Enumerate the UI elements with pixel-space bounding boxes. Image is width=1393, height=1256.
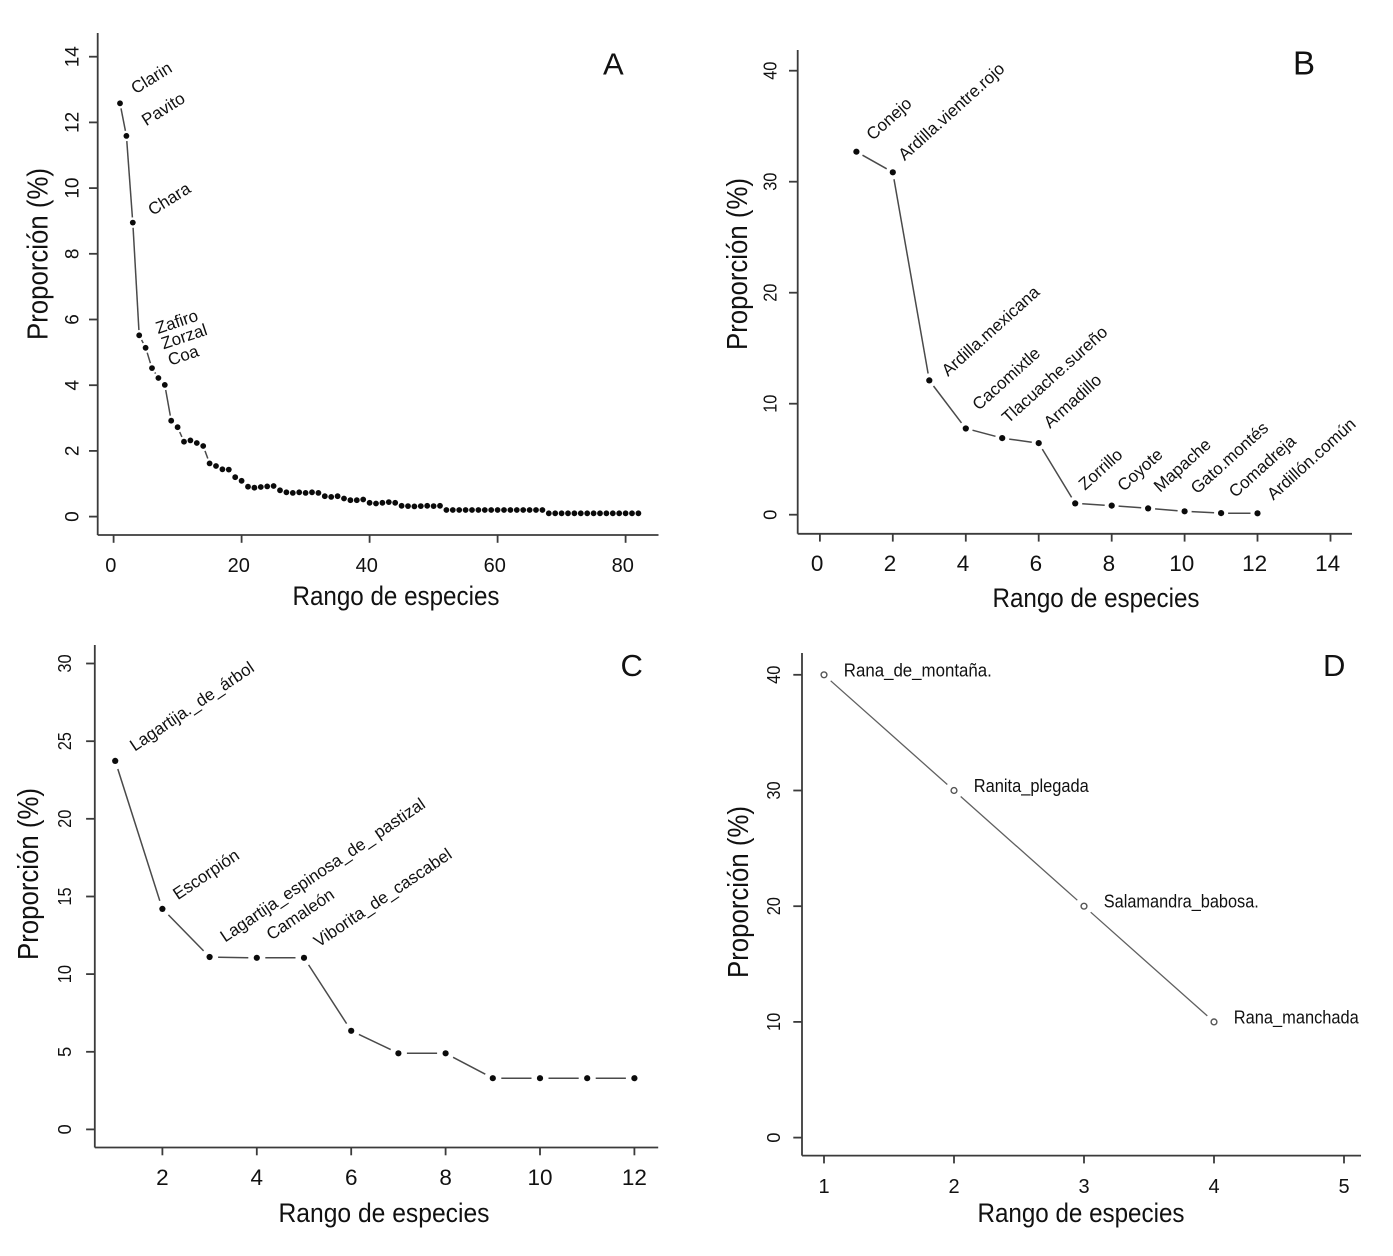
svg-text:0: 0 [763, 1132, 784, 1142]
svg-text:14: 14 [1315, 551, 1340, 576]
svg-text:Salamandra_babosa.: Salamandra_babosa. [1104, 892, 1259, 913]
svg-text:6: 6 [345, 1165, 358, 1190]
svg-text:4: 4 [957, 551, 970, 576]
svg-text:Rana_manchada: Rana_manchada [1234, 1007, 1360, 1028]
svg-text:0: 0 [759, 510, 780, 520]
svg-text:Proporción (%): Proporción (%) [723, 806, 755, 978]
svg-text:5: 5 [1338, 1176, 1349, 1198]
svg-text:1: 1 [818, 1176, 829, 1198]
svg-text:2: 2 [62, 446, 83, 457]
svg-text:6: 6 [62, 314, 83, 325]
svg-text:30: 30 [759, 173, 780, 191]
svg-text:14: 14 [62, 46, 83, 68]
svg-text:0: 0 [105, 555, 116, 577]
svg-text:30: 30 [54, 654, 75, 672]
svg-text:12: 12 [62, 112, 83, 133]
svg-text:Rango de especies: Rango de especies [279, 1198, 490, 1228]
svg-text:2: 2 [156, 1165, 169, 1190]
svg-text:10: 10 [759, 395, 780, 413]
svg-text:20: 20 [54, 810, 75, 828]
svg-text:5: 5 [54, 1047, 75, 1057]
svg-text:0: 0 [62, 511, 83, 522]
svg-text:8: 8 [1103, 551, 1116, 576]
svg-text:Rango de especies: Rango de especies [978, 1198, 1185, 1228]
svg-text:Proporción (%): Proporción (%) [23, 168, 55, 340]
svg-text:2: 2 [948, 1176, 959, 1198]
svg-text:30: 30 [763, 781, 784, 799]
svg-text:8: 8 [62, 249, 83, 260]
svg-text:0: 0 [54, 1124, 75, 1134]
svg-text:Proporción (%): Proporción (%) [13, 788, 45, 960]
svg-text:20: 20 [228, 555, 250, 577]
svg-text:10: 10 [62, 178, 83, 199]
svg-text:12: 12 [622, 1165, 647, 1190]
svg-text:Ranita_plegada: Ranita_plegada [974, 776, 1090, 797]
svg-text:8: 8 [439, 1165, 452, 1190]
svg-text:40: 40 [763, 666, 784, 684]
svg-text:60: 60 [484, 555, 506, 577]
svg-text:0: 0 [811, 551, 824, 576]
svg-text:4: 4 [251, 1165, 264, 1190]
svg-text:B: B [1293, 45, 1315, 82]
svg-text:6: 6 [1030, 551, 1043, 576]
svg-text:80: 80 [612, 555, 634, 577]
svg-text:Proporción (%): Proporción (%) [722, 178, 754, 350]
svg-text:Rana_de_montaña.: Rana_de_montaña. [844, 660, 992, 681]
svg-text:10: 10 [54, 965, 75, 983]
svg-text:40: 40 [759, 62, 780, 80]
svg-text:Rango de especies: Rango de especies [293, 581, 500, 611]
svg-text:10: 10 [527, 1165, 552, 1190]
svg-text:10: 10 [1169, 551, 1194, 576]
svg-text:20: 20 [763, 897, 784, 915]
svg-text:10: 10 [763, 1013, 784, 1031]
svg-text:3: 3 [1078, 1176, 1089, 1198]
svg-text:20: 20 [759, 284, 780, 302]
svg-text:4: 4 [1208, 1176, 1219, 1198]
svg-text:40: 40 [356, 555, 378, 577]
svg-text:C: C [621, 648, 643, 683]
svg-text:D: D [1323, 648, 1345, 683]
svg-text:A: A [603, 47, 624, 82]
svg-text:2: 2 [884, 551, 897, 576]
svg-text:15: 15 [54, 887, 75, 905]
svg-text:25: 25 [54, 732, 75, 750]
svg-text:12: 12 [1242, 551, 1267, 576]
svg-text:4: 4 [62, 379, 83, 390]
svg-text:Rango de especies: Rango de especies [993, 583, 1200, 613]
